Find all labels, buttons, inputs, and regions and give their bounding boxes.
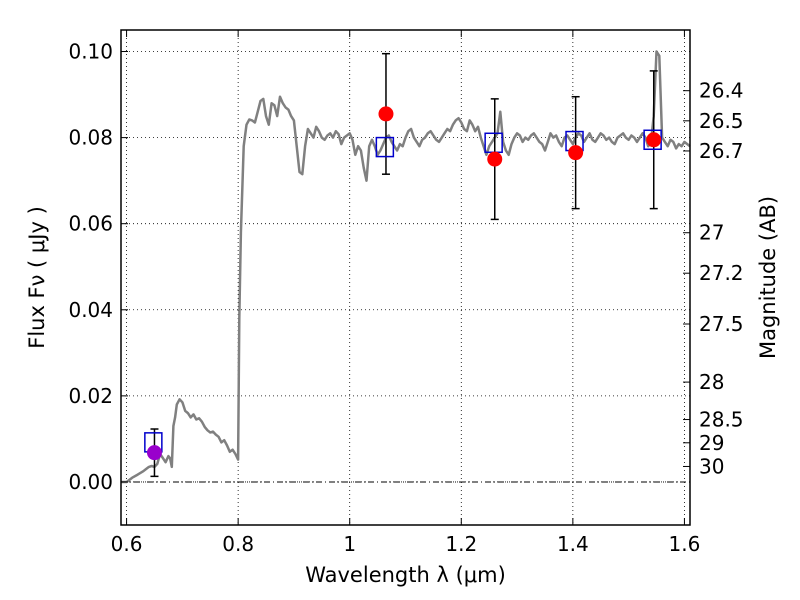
model-spectrum-line bbox=[121, 50, 691, 484]
observed-flux-point bbox=[146, 445, 162, 461]
right-tick-label: 26.5 bbox=[699, 109, 744, 133]
right-axis-label: Magnitude (AB) bbox=[756, 196, 780, 359]
right-tick-label: 26.4 bbox=[699, 79, 744, 103]
x-tick-label: 0.6 bbox=[111, 532, 143, 556]
axis-ticks: 0.6 0.8 1 1.2 1.4 1.6 0.00 0.02 0.04 0.06 0.08 0.10… bbox=[68, 30, 744, 556]
x-axis-label: Wavelength λ (μm) bbox=[305, 563, 506, 587]
y-tick-label: 0.00 bbox=[68, 470, 113, 494]
y-tick-label: 0.02 bbox=[68, 384, 113, 408]
photometry-marks bbox=[144, 52, 662, 478]
x-tick-label: 1.6 bbox=[669, 532, 701, 556]
right-tick-label: 30 bbox=[699, 454, 724, 478]
y-tick-label: 0.08 bbox=[68, 126, 113, 150]
observed-flux-point bbox=[568, 145, 584, 161]
observed-flux-point bbox=[378, 106, 394, 122]
right-tick-label: 26.7 bbox=[699, 139, 744, 163]
observed-flux-point bbox=[487, 151, 503, 167]
y-tick-label: 0.04 bbox=[68, 298, 113, 322]
x-tick-label: 1.2 bbox=[445, 532, 477, 556]
right-tick-label: 29 bbox=[699, 431, 724, 455]
y-axis-label: Flux Fν ( μJy ) bbox=[25, 206, 49, 349]
right-tick-label: 27.5 bbox=[699, 312, 744, 336]
x-tick-label: 1.4 bbox=[557, 532, 589, 556]
y-tick-label: 0.06 bbox=[68, 212, 113, 236]
x-tick-label: 1 bbox=[343, 532, 356, 556]
x-tick-label: 0.8 bbox=[222, 532, 254, 556]
right-tick-label: 28.5 bbox=[699, 408, 744, 432]
right-tick-label: 28 bbox=[699, 370, 724, 394]
right-tick-label: 27 bbox=[699, 221, 724, 245]
plot-frame bbox=[120, 29, 691, 526]
y-tick-label: 0.10 bbox=[68, 40, 113, 64]
observed-flux-point bbox=[646, 132, 662, 148]
model-photometry-box bbox=[375, 136, 395, 158]
right-tick-label: 27.2 bbox=[699, 261, 744, 285]
